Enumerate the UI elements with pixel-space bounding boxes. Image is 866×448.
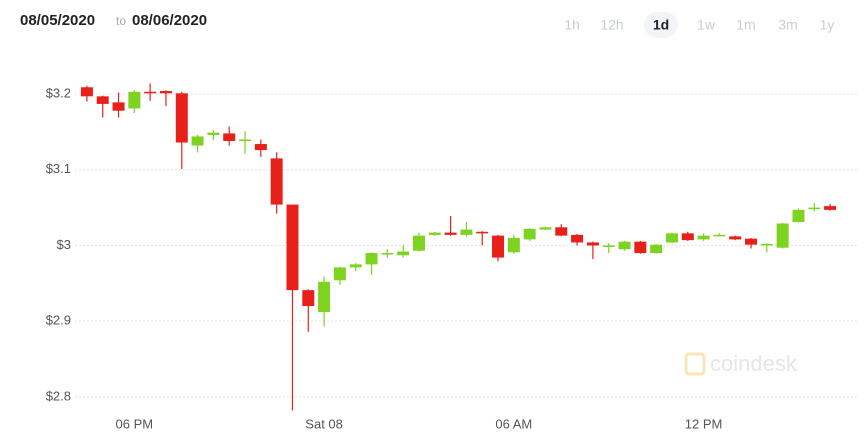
candle-body — [444, 232, 457, 235]
candle-body — [460, 229, 473, 235]
x-tick-label: Sat 08 — [305, 416, 343, 431]
x-tick-label: 06 PM — [116, 416, 154, 431]
candle-body — [650, 244, 663, 254]
range-button[interactable]: 1d — [653, 17, 669, 33]
candle-body — [776, 223, 789, 248]
candle-body — [428, 232, 441, 235]
range-button[interactable]: 12h — [600, 17, 623, 33]
candle-body — [365, 253, 378, 265]
candle-body — [745, 238, 758, 245]
candle-body — [286, 204, 299, 291]
candle-body — [602, 245, 615, 247]
candle-body — [729, 236, 742, 240]
candle-body — [713, 234, 726, 237]
candle-body — [96, 96, 109, 104]
watermark-logo — [684, 352, 706, 376]
candle-body — [760, 243, 773, 246]
y-tick-label: $2.9 — [46, 313, 71, 328]
candle-body — [254, 144, 267, 151]
range-active-bg — [644, 12, 678, 38]
candle-body — [476, 231, 489, 234]
range-button[interactable]: 1y — [820, 17, 835, 33]
candle-body — [539, 227, 552, 230]
date-from[interactable]: 08/05/2020 — [20, 12, 95, 29]
candle-body — [318, 281, 331, 313]
candle-body — [824, 206, 837, 210]
x-tick-label: 12 PM — [685, 416, 723, 431]
candle-body — [681, 233, 694, 241]
range-button[interactable]: 1m — [736, 17, 755, 33]
candle-body — [239, 139, 252, 141]
candle-body — [412, 235, 425, 251]
x-tick-label: 06 AM — [495, 416, 532, 431]
candle-body — [223, 133, 236, 141]
y-tick-label: $3 — [57, 237, 71, 252]
candle-body — [381, 253, 394, 255]
candle-body — [270, 158, 283, 205]
candle-body — [523, 228, 536, 240]
candle-body — [492, 235, 505, 258]
candle-body — [159, 91, 172, 94]
range-button[interactable]: 3m — [778, 17, 797, 33]
candle-body — [697, 235, 710, 240]
candle-body — [808, 207, 821, 210]
candle-body — [112, 102, 125, 111]
candle-body — [302, 290, 315, 307]
candle-body — [618, 241, 631, 250]
date-to[interactable]: 08/06/2020 — [132, 12, 207, 29]
candle-body — [175, 93, 188, 143]
y-tick-label: $3.2 — [46, 86, 71, 101]
watermark: coindesk — [710, 351, 798, 376]
y-tick-label: $3.1 — [46, 161, 71, 176]
candle-body — [333, 267, 346, 281]
candle-body — [191, 136, 204, 146]
candle-body — [792, 209, 805, 222]
candle-body — [397, 251, 410, 256]
candle-body — [349, 264, 362, 268]
candle-body — [555, 227, 568, 236]
candle-body — [665, 233, 678, 243]
candle-body — [80, 87, 93, 97]
y-tick-label: $2.8 — [46, 388, 71, 403]
candle-body — [571, 234, 584, 243]
date-separator: to — [116, 14, 126, 28]
candle-body — [144, 91, 157, 94]
candle-body — [507, 237, 520, 253]
candle-body — [586, 242, 599, 246]
range-button[interactable]: 1h — [564, 17, 580, 33]
candle-body — [128, 91, 141, 109]
candle-body — [634, 241, 647, 254]
range-button[interactable]: 1w — [697, 17, 716, 33]
candle-body — [207, 132, 220, 135]
